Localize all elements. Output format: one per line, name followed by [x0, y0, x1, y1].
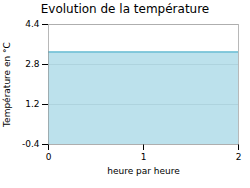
- html-text:Evolution de la température: Evolution de la température: [40, 2, 210, 16]
- svg-text:2.8: 2.8: [25, 59, 40, 69]
- svg-text:1.2: 1.2: [25, 99, 39, 109]
- svg-text:Température en °C: Température en °C: [2, 42, 12, 128]
- svg-text:1: 1: [141, 152, 147, 162]
- svg-text:-0.4: -0.4: [22, 139, 40, 149]
- svg-text:0: 0: [46, 152, 52, 162]
- svg-text:2: 2: [236, 152, 242, 162]
- svg-text:4.4: 4.4: [25, 19, 40, 29]
- svg-text:heure par heure: heure par heure: [107, 166, 180, 176]
